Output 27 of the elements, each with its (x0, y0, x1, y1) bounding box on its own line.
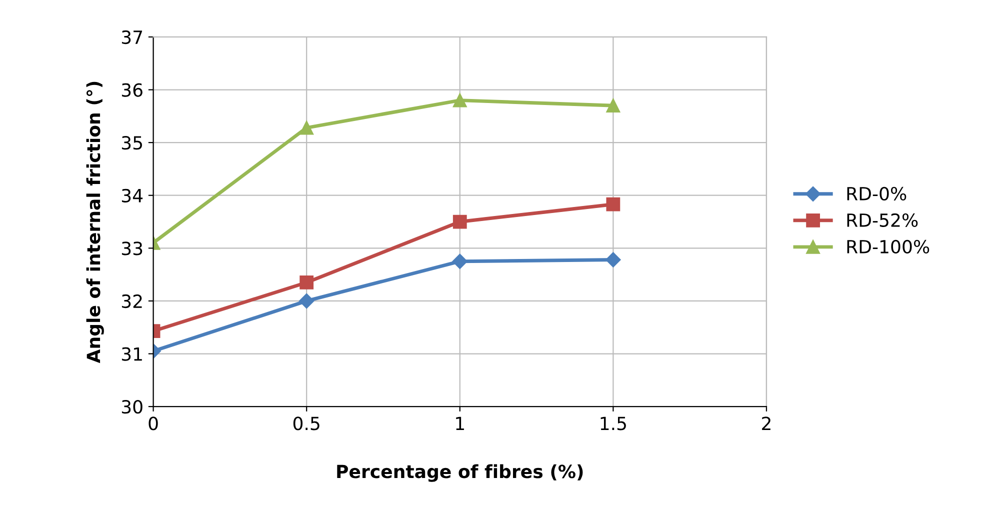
point (300, 276, 314, 290)
y-tick-label: 34 (122, 188, 143, 202)
x-axis-title: Percentage of fibres (%) (337, 464, 583, 482)
x-tick-label: 1 (456, 416, 464, 430)
y-tick-label: 33 (122, 242, 142, 256)
x-tick-label: 1.5 (600, 416, 626, 430)
point (452, 93, 467, 108)
point (452, 214, 467, 229)
point (300, 120, 314, 135)
x-tick-label: 0.5 (293, 416, 320, 430)
y-tick-label: 36 (122, 83, 142, 97)
y-tick-label: 31 (122, 347, 142, 361)
point (606, 252, 621, 268)
legend-label: RD-52% (847, 213, 918, 227)
point (299, 293, 314, 309)
y-tick-label: 37 (122, 30, 142, 44)
y-tick-label: 32 (122, 294, 142, 308)
point (606, 98, 620, 113)
legend-label: RD-0% (847, 186, 906, 200)
point (452, 254, 468, 269)
y-axis-title: Angle of internal friction (°) (86, 82, 104, 364)
y-tick-label: 30 (122, 400, 142, 414)
x-tick-label: 0 (148, 416, 158, 430)
legend-label: RD-100% (847, 240, 930, 254)
x-tick-label: 2 (762, 416, 770, 430)
y-tick-label: 35 (122, 136, 142, 150)
point (606, 197, 620, 212)
